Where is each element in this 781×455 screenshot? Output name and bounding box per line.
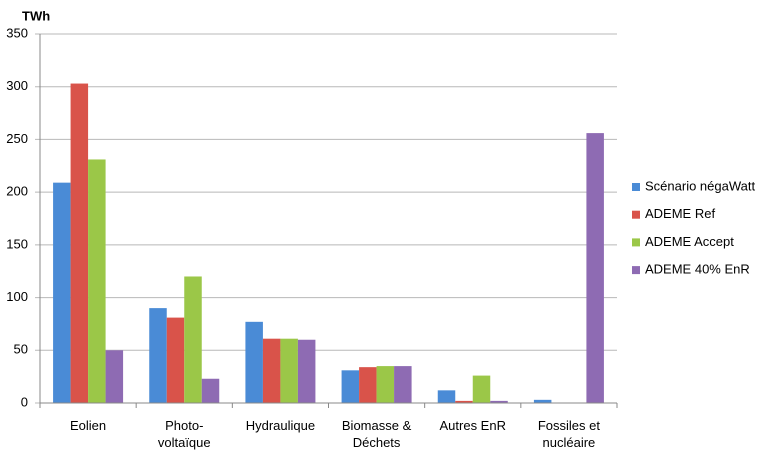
x-tick-label: Eolien xyxy=(70,418,107,433)
y-tick-label: 100 xyxy=(6,289,28,304)
bar xyxy=(437,390,456,403)
y-tick-label: 350 xyxy=(6,25,28,40)
y-tick-label: 200 xyxy=(6,184,28,199)
bar xyxy=(88,159,106,403)
bar xyxy=(201,378,220,403)
legend-label: ADEME Ref xyxy=(645,206,715,221)
bar xyxy=(166,317,185,403)
legend-label: ADEME Accept xyxy=(645,234,734,249)
legend-swatch xyxy=(632,238,640,247)
y-tick-label: 250 xyxy=(6,131,28,146)
bar xyxy=(341,370,360,403)
legend-swatch xyxy=(632,183,640,191)
bar xyxy=(105,350,124,403)
legend-swatch xyxy=(632,266,640,275)
bar xyxy=(376,366,395,403)
x-tick-label: Autres EnR xyxy=(439,418,506,433)
y-tick-label: 150 xyxy=(6,236,28,251)
bar xyxy=(586,133,604,404)
x-tick-label: Hydraulique xyxy=(245,418,316,433)
bar xyxy=(245,321,263,403)
bar xyxy=(70,83,89,404)
bar xyxy=(533,399,552,403)
bar xyxy=(472,375,491,403)
bar xyxy=(262,338,281,403)
bar xyxy=(53,182,71,403)
bar xyxy=(149,308,167,403)
y-tick-label: 50 xyxy=(14,342,28,357)
bar xyxy=(359,367,377,403)
y-axis-label: TWh xyxy=(22,8,50,23)
bar xyxy=(490,400,508,403)
bar xyxy=(455,400,473,403)
x-tick-label: Photo- voltaïque xyxy=(157,418,211,450)
y-tick-label: 300 xyxy=(6,78,28,93)
bar xyxy=(184,276,202,403)
legend-swatch xyxy=(632,210,640,219)
legend-label: Scénario négaWatt xyxy=(645,178,755,193)
bar xyxy=(297,339,316,403)
bar xyxy=(394,366,412,403)
bar xyxy=(280,338,298,403)
y-tick-label: 0 xyxy=(21,394,28,409)
x-tick-label: Fossiles et nucléaire xyxy=(537,418,600,450)
legend-label: ADEME 40% EnR xyxy=(645,262,750,277)
x-tick-label: Biomasse & Déchets xyxy=(341,418,412,450)
